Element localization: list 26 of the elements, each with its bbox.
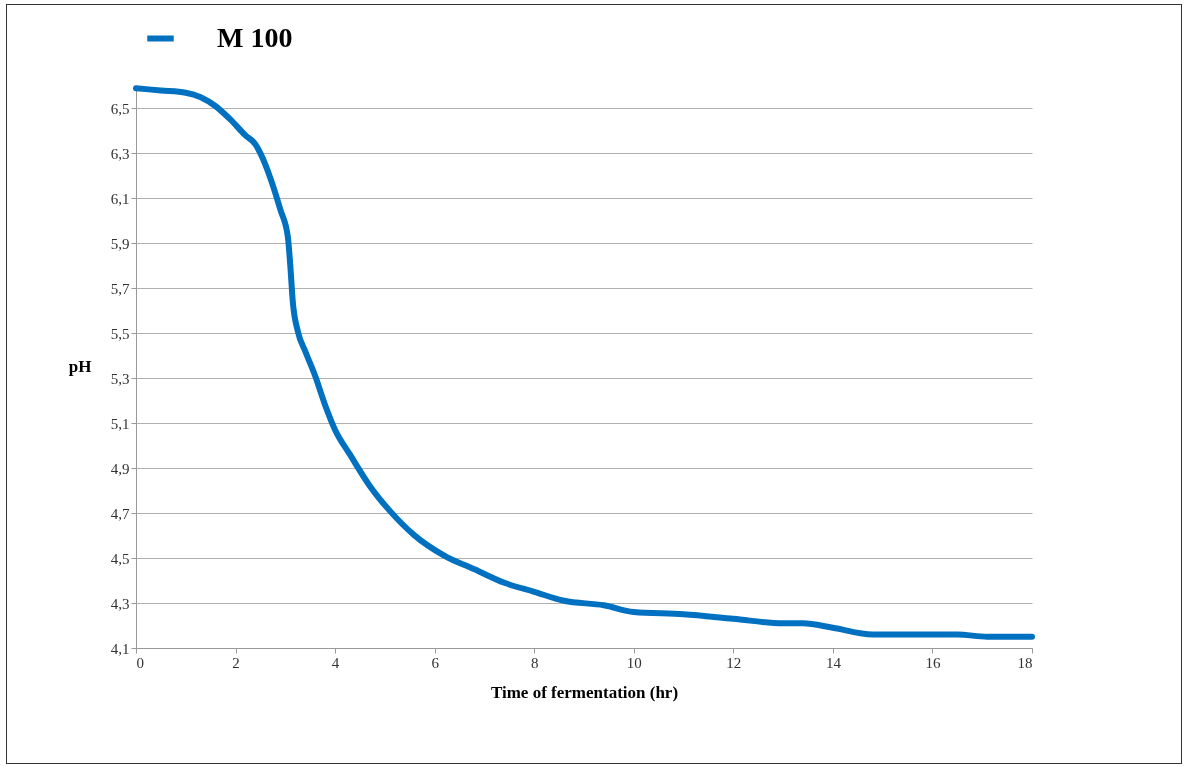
y-tick-label: 5,1 [110, 415, 130, 432]
x-tick-label: 16 [925, 654, 941, 671]
y-tick-label: 6,5 [110, 100, 130, 117]
x-tick-label: 12 [726, 654, 742, 671]
y-tick-label: 4,5 [110, 550, 130, 567]
y-tick-label: 4,3 [110, 595, 130, 612]
x-tick-label: 2 [232, 654, 240, 671]
y-tick-label: 4,7 [110, 505, 130, 522]
y-axis-title: pH [68, 356, 92, 376]
y-tick-label: 5,3 [110, 370, 130, 387]
x-tick-label: 10 [626, 654, 642, 671]
x-axis-title: Time of fermentation (hr) [490, 682, 679, 702]
y-tick-label: 4,1 [110, 640, 130, 657]
x-tick-label: 18 [1017, 654, 1033, 671]
legend-label: M 100 [217, 21, 293, 53]
y-tick-label: 5,5 [110, 325, 130, 342]
y-tick-label: 5,7 [110, 280, 130, 297]
x-tick-label: 14 [825, 654, 842, 671]
x-tick-label: 4 [331, 654, 340, 671]
x-tick-label: 0 [136, 654, 144, 671]
x-tick-label: 6 [431, 654, 440, 671]
y-tick-label: 5,9 [110, 235, 130, 252]
x-tick-label: 8 [530, 654, 539, 671]
y-tick-label: 4,9 [110, 460, 130, 477]
y-tick-label: 6,3 [110, 145, 130, 162]
y-tick-label: 6,1 [110, 190, 130, 207]
